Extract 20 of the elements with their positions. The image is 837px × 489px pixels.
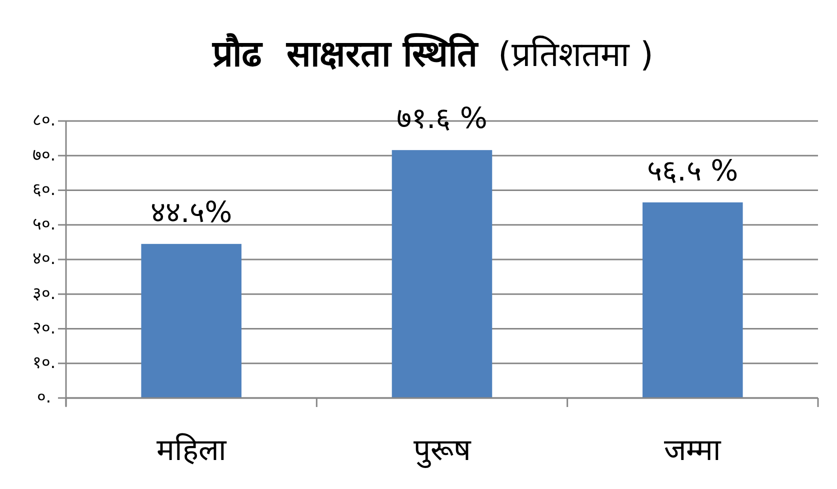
y-tick-label: ३०. (32, 284, 56, 304)
bar (642, 202, 743, 398)
y-tick-label: २०. (32, 318, 56, 338)
x-tick-label: महिला (156, 433, 228, 468)
chart-subtitle: (प्रतिशतमा ) (498, 35, 654, 75)
y-tick-label: ६०. (32, 180, 56, 200)
y-tick-label: ४०. (32, 249, 56, 270)
data-label: ५६.५ % (647, 153, 738, 188)
x-tick-label: पुरूष (414, 433, 472, 469)
y-tick-label: ५०. (32, 214, 56, 235)
y-tick-label: ८०. (32, 110, 56, 131)
bar (141, 244, 242, 398)
data-label: ७१.६ % (396, 101, 488, 136)
x-tick-label: जम्मा (664, 433, 722, 468)
y-tick-label: ७०. (32, 145, 56, 166)
bar (392, 150, 492, 398)
chart-title: प्रौढ साक्षरता स्थिति (211, 33, 479, 75)
data-label: ४४.५% (150, 194, 232, 229)
y-tick-label: १०. (32, 353, 56, 374)
y-tick-label: ०. (36, 388, 52, 408)
